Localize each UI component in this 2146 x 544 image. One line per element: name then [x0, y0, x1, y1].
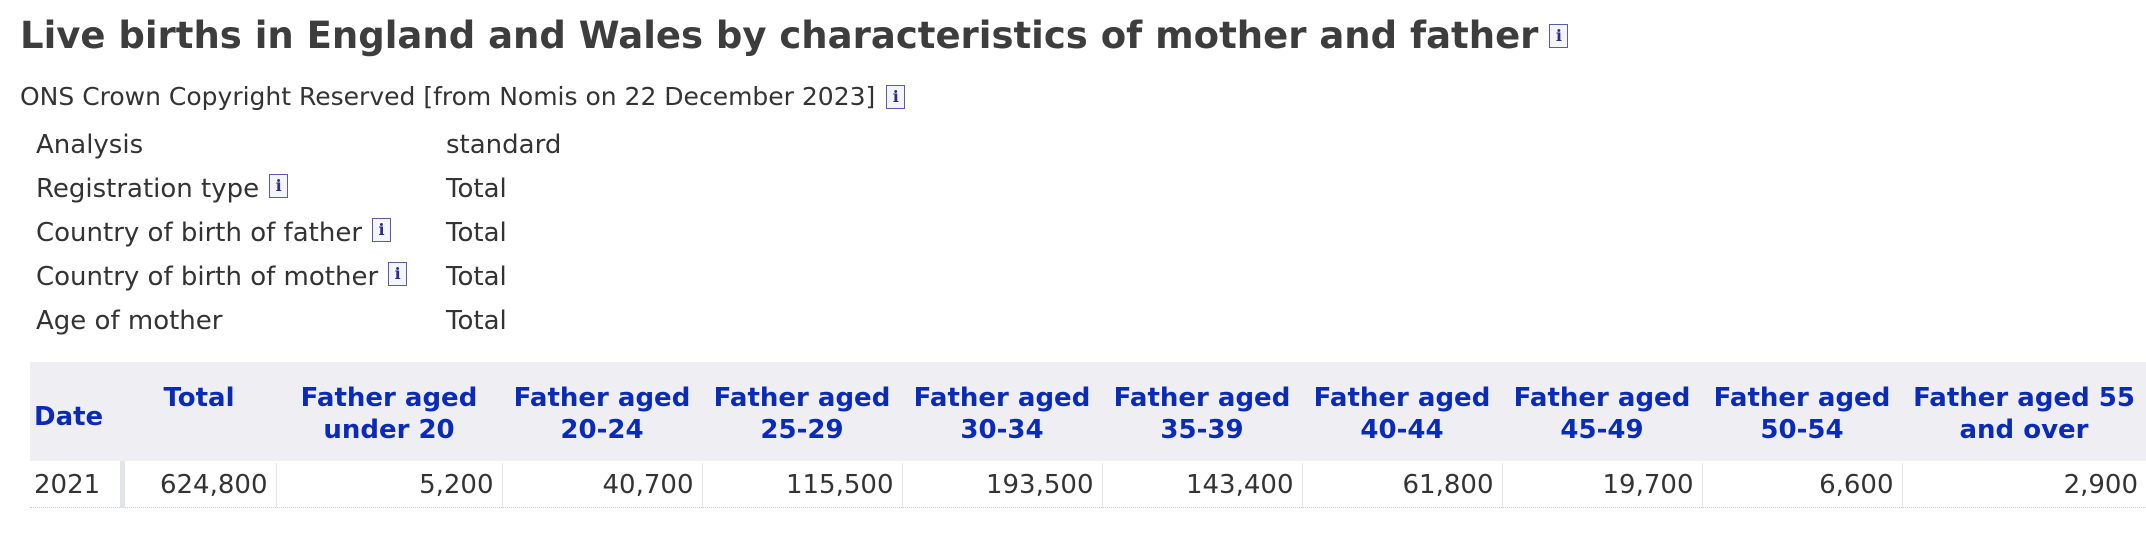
meta-value: Total	[446, 218, 507, 248]
info-icon[interactable]: i	[269, 174, 289, 198]
column-header-father-25-29[interactable]: Father aged 25-29	[702, 362, 902, 462]
table-cell: 5,200	[275, 461, 502, 508]
info-icon[interactable]: i	[372, 218, 392, 242]
table-cell: 143,400	[1101, 461, 1302, 508]
meta-label-text: Country of birth of father	[36, 218, 363, 248]
source-text: ONS Crown Copyright Reserved [from Nomis…	[20, 82, 876, 111]
meta-label: Country of birth of father i	[36, 215, 392, 251]
column-header-father-20-24[interactable]: Father aged 20-24	[502, 362, 702, 462]
source-line: ONS Crown Copyright Reserved [from Nomis…	[20, 82, 906, 111]
column-header-father-30-34[interactable]: Father aged 30-34	[902, 362, 1102, 462]
meta-label: Registration type i	[36, 171, 289, 207]
table-cell: 61,800	[1301, 461, 1502, 508]
meta-label: Analysis	[36, 127, 143, 163]
births-table: Date Total Father aged under 20 Father a…	[30, 362, 2146, 508]
table-cell: 193,500	[901, 461, 1102, 508]
table-cell-total: 624,800	[122, 461, 276, 508]
page-title-text: Live births in England and Wales by char…	[20, 14, 1539, 57]
meta-label-text: Country of birth of mother	[36, 262, 379, 292]
info-icon[interactable]: i	[388, 262, 408, 286]
table-cell: 19,700	[1501, 461, 1702, 508]
meta-value: Total	[446, 262, 507, 292]
meta-label: Country of birth of mother i	[36, 259, 408, 295]
page-title: Live births in England and Wales by char…	[20, 14, 1569, 57]
column-header-date[interactable]: Date	[30, 362, 122, 462]
meta-value: standard	[446, 130, 562, 160]
column-header-father-under-20[interactable]: Father aged under 20	[276, 362, 502, 462]
column-header-father-55-over[interactable]: Father aged 55 and over	[1902, 362, 2146, 462]
table-cell: 115,500	[701, 461, 902, 508]
column-header-father-35-39[interactable]: Father aged 35-39	[1102, 362, 1302, 462]
table-cell-date: 2021	[30, 461, 125, 508]
info-icon[interactable]: i	[886, 84, 906, 109]
column-header-father-50-54[interactable]: Father aged 50-54	[1702, 362, 1902, 462]
table-cell: 2,900	[1901, 461, 2146, 508]
table-cell: 40,700	[501, 461, 702, 508]
info-icon[interactable]: i	[1549, 23, 1569, 48]
meta-label: Age of mother	[36, 303, 222, 339]
column-header-father-45-49[interactable]: Father aged 45-49	[1502, 362, 1702, 462]
column-header-father-40-44[interactable]: Father aged 40-44	[1302, 362, 1502, 462]
meta-value: Total	[446, 174, 507, 204]
meta-value: Total	[446, 306, 507, 336]
meta-label-text: Registration type	[36, 174, 260, 204]
meta-label-text: Age of mother	[36, 306, 223, 336]
table-row: 2021 624,800 5,200 40,700 115,500 193,50…	[30, 461, 2146, 508]
column-header-total[interactable]: Total	[122, 362, 276, 462]
table-header-row: Date Total Father aged under 20 Father a…	[30, 362, 2146, 462]
meta-label-text: Analysis	[36, 130, 144, 160]
table-cell: 6,600	[1701, 461, 1902, 508]
